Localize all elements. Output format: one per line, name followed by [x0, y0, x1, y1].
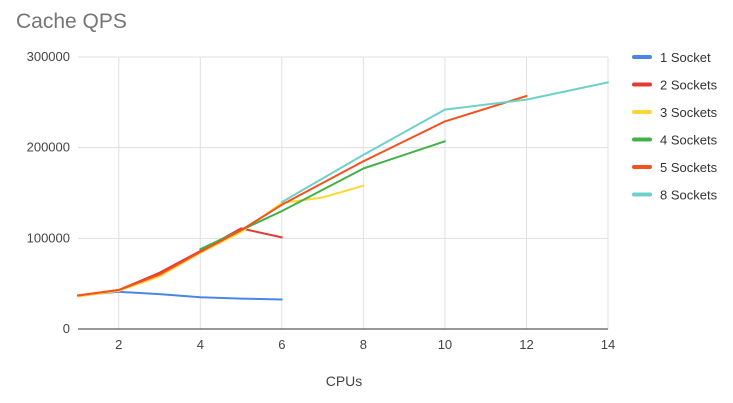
- x-tick-label: 6: [278, 337, 285, 352]
- legend: 1 Socket 2 Sockets 3 Sockets 4 Sockets 5 Soc…: [632, 50, 718, 203]
- series-line-5: [77, 95, 528, 297]
- x-tick-label: 2: [115, 337, 122, 352]
- legend-label: 8 Sockets: [660, 188, 718, 203]
- x-tick-label: 10: [438, 337, 452, 352]
- legend-label: 1 Socket: [660, 50, 711, 65]
- legend-item: 5 Sockets: [632, 160, 718, 175]
- legend-item: 1 Socket: [632, 50, 711, 65]
- x-tick-label: 14: [601, 337, 615, 352]
- y-tick-label: 100000: [27, 230, 70, 245]
- legend-item: 4 Sockets: [632, 133, 718, 148]
- y-tick-label: 200000: [27, 140, 70, 155]
- series-lines: [77, 81, 609, 301]
- axes: 0 100000 200000 300000 2 4 6 8 10 12 14: [27, 49, 616, 352]
- x-tick-label: 8: [360, 337, 367, 352]
- legend-label: 2 Sockets: [660, 78, 718, 93]
- legend-label: 3 Sockets: [660, 105, 718, 120]
- grid: [78, 56, 609, 329]
- chart-title: Cache QPS: [16, 10, 127, 33]
- legend-item: 8 Sockets: [632, 188, 718, 203]
- legend-label: 5 Sockets: [660, 160, 718, 175]
- y-tick-label: 0: [63, 321, 70, 336]
- x-tick-label: 12: [519, 337, 533, 352]
- legend-label: 4 Sockets: [660, 133, 718, 148]
- x-axis-label: CPUs: [326, 373, 363, 389]
- series-line-6: [280, 81, 609, 204]
- x-tick-label: 4: [197, 337, 204, 352]
- legend-item: 2 Sockets: [632, 78, 718, 93]
- legend-item: 3 Sockets: [632, 105, 718, 120]
- y-tick-label: 300000: [27, 49, 70, 64]
